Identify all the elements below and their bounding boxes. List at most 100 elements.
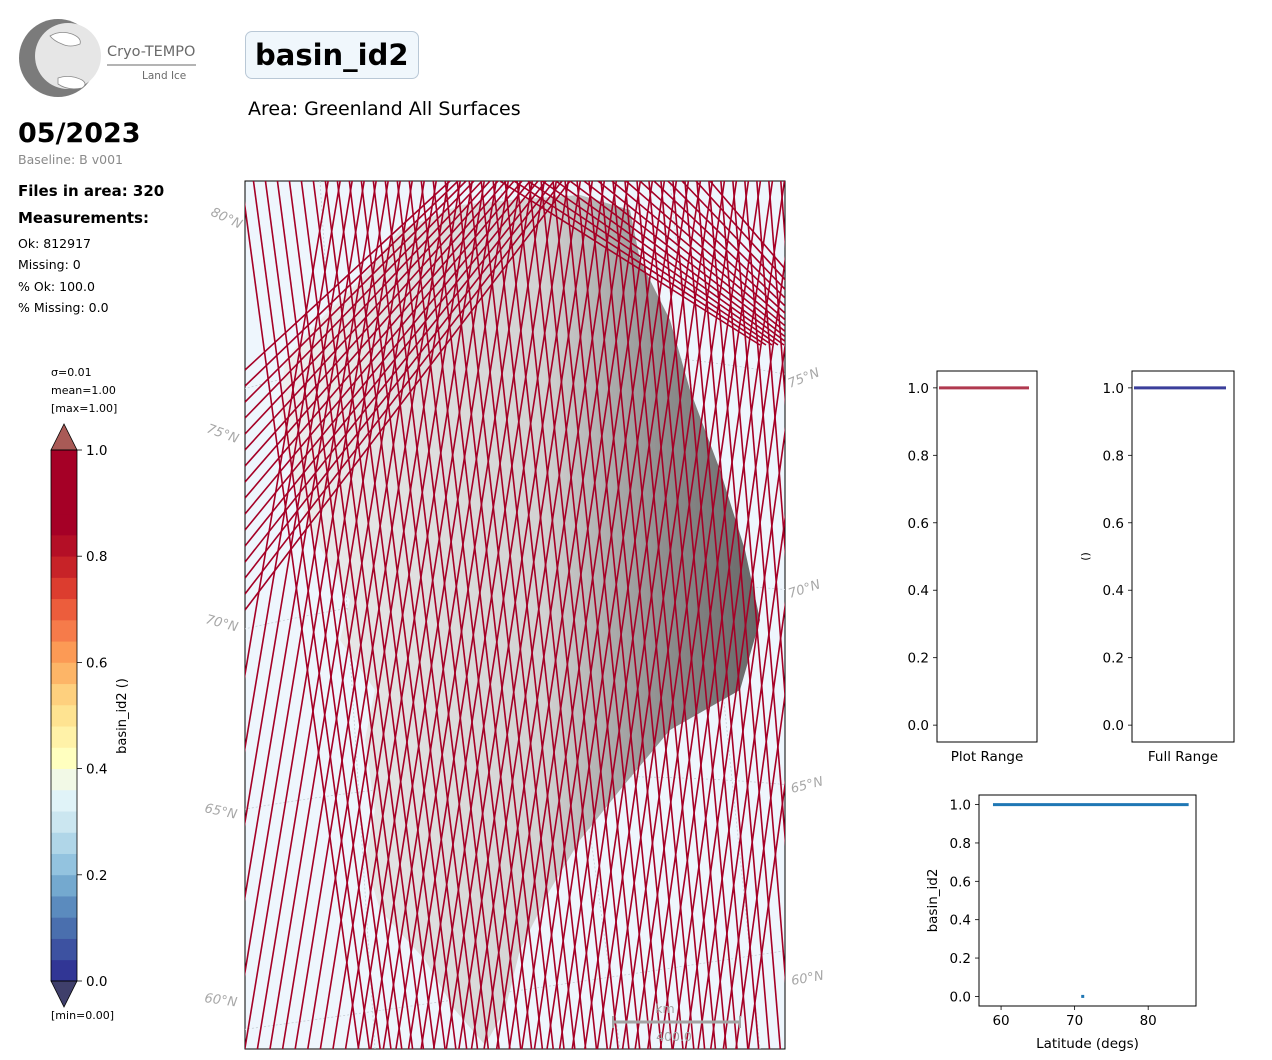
colorbar-tick-label: 0.2 — [86, 868, 107, 884]
ground-track — [646, 181, 774, 1049]
measurements-heading: Measurements: — [18, 209, 149, 227]
stat-ok: Ok: 812917 — [18, 236, 91, 251]
ground-track — [709, 181, 785, 271]
ground-track — [384, 181, 490, 1049]
ground-track — [756, 181, 785, 558]
ground-track — [732, 181, 785, 847]
ground-track — [546, 181, 678, 1049]
logo-subtitle: Land Ice — [142, 70, 186, 82]
ground-track — [709, 513, 785, 1049]
ground-track — [245, 181, 547, 563]
full-range-chart: 0.0 0.2 0.4 0.6 0.8 1.0 Full Range () — [1079, 370, 1235, 765]
range-ytick-label: 0.6 — [908, 516, 929, 532]
ground-track — [408, 181, 511, 1049]
ground-track — [492, 181, 587, 1049]
latitude-xtick-label: 70 — [1066, 1013, 1083, 1029]
map-lat-label: 75°N — [205, 422, 241, 447]
ground-track — [245, 181, 507, 483]
ground-track — [621, 181, 750, 1049]
range-axes — [936, 370, 1038, 743]
colorbar-cell — [51, 556, 77, 578]
ground-track — [696, 181, 771, 1049]
colorbar-cell — [51, 811, 77, 833]
ground-track — [395, 181, 534, 1049]
range-xlabel: Full Range — [1148, 749, 1218, 765]
ground-track — [659, 181, 785, 1049]
ground-track — [744, 181, 785, 705]
ground-track — [735, 689, 785, 1049]
ground-track — [508, 181, 642, 1049]
ground-track — [480, 181, 576, 1049]
range-ytick-label: 0.2 — [1103, 651, 1124, 667]
ground-track — [639, 181, 785, 315]
ground-track — [747, 779, 785, 1049]
colorbar-cell — [51, 450, 77, 472]
ground-track — [420, 181, 558, 1049]
colorbar-cell — [51, 874, 77, 897]
ground-track — [576, 181, 663, 1049]
ground-track — [245, 181, 523, 515]
plot-range-chart: 0.0 0.2 0.4 0.6 0.8 1.0 Plot Range — [908, 370, 1038, 765]
ground-track — [407, 181, 546, 1049]
colorbar-cell — [51, 534, 77, 557]
ground-track — [312, 181, 425, 1049]
colorbar-tick-label: 0.0 — [86, 974, 107, 990]
logo-name: Cryo-TEMPO — [107, 44, 195, 60]
ground-track — [245, 181, 341, 753]
range-ytick-label: 0.6 — [1103, 516, 1124, 532]
ground-track — [495, 181, 630, 1049]
ground-track — [245, 181, 515, 499]
colorbar-cell — [51, 832, 77, 854]
ground-track — [540, 181, 630, 1049]
range-xlabel: Plot Range — [951, 749, 1024, 765]
scalebar-value: 400.0 — [656, 1029, 692, 1044]
ground-track — [564, 181, 652, 1049]
map-lat-label: 75°N — [786, 365, 822, 391]
range-ytick-label: 0.0 — [908, 718, 929, 734]
ground-track — [456, 181, 554, 1049]
range-ytick-label: 1.0 — [1103, 381, 1124, 397]
ground-track — [470, 181, 606, 1049]
ground-track — [596, 181, 726, 1049]
ground-track — [245, 181, 499, 467]
range-ytick-label: 0.0 — [1103, 718, 1124, 734]
stat-pct-missing: % Missing: 0.0 — [18, 300, 109, 315]
ground-track — [708, 181, 782, 1049]
ground-track — [667, 181, 785, 300]
ground-track — [357, 181, 498, 1049]
colorbar-cell — [51, 896, 77, 918]
ground-track — [625, 181, 785, 321]
ground-track — [653, 181, 785, 308]
stat-pct-ok: % Ok: 100.0 — [18, 279, 95, 294]
range-ytick-label: 0.8 — [1103, 448, 1124, 464]
colorbar-cell — [51, 917, 77, 939]
latitude-ytick-label: 0.6 — [950, 874, 971, 890]
range-ytick-label: 0.4 — [908, 583, 929, 599]
latitude-ytick-label: 0.8 — [950, 836, 971, 852]
colorbar-sigma: σ=0.01 — [51, 366, 92, 379]
ground-track — [382, 181, 522, 1049]
ground-track — [245, 181, 459, 387]
greenland-map[interactable]: 80°N75°N70°N65°N60°N75°N70°N65°N60°N km … — [200, 170, 840, 1060]
ground-track — [697, 426, 785, 1049]
ground-track — [468, 181, 565, 1049]
ground-track — [555, 181, 785, 346]
colorbar-cell — [51, 853, 77, 876]
map-lat-label: 65°N — [789, 774, 825, 797]
colorbar-cell — [51, 789, 77, 812]
latitude-ytick-label: 0.0 — [950, 989, 971, 1005]
colorbar-cell — [51, 492, 77, 515]
latitude-ytick-label: 0.2 — [950, 951, 971, 967]
ground-track — [245, 181, 539, 547]
ground-track — [600, 181, 684, 1049]
range-ytick-label: 0.8 — [908, 448, 929, 464]
ground-track — [584, 181, 714, 1049]
colorbar-cell — [51, 471, 77, 493]
ground-track — [332, 181, 474, 1049]
ground-track — [552, 181, 641, 1049]
ground-track — [288, 181, 403, 1049]
ground-track — [571, 181, 702, 1049]
date-label: 05/2023 — [18, 118, 141, 149]
ground-track — [245, 181, 491, 451]
